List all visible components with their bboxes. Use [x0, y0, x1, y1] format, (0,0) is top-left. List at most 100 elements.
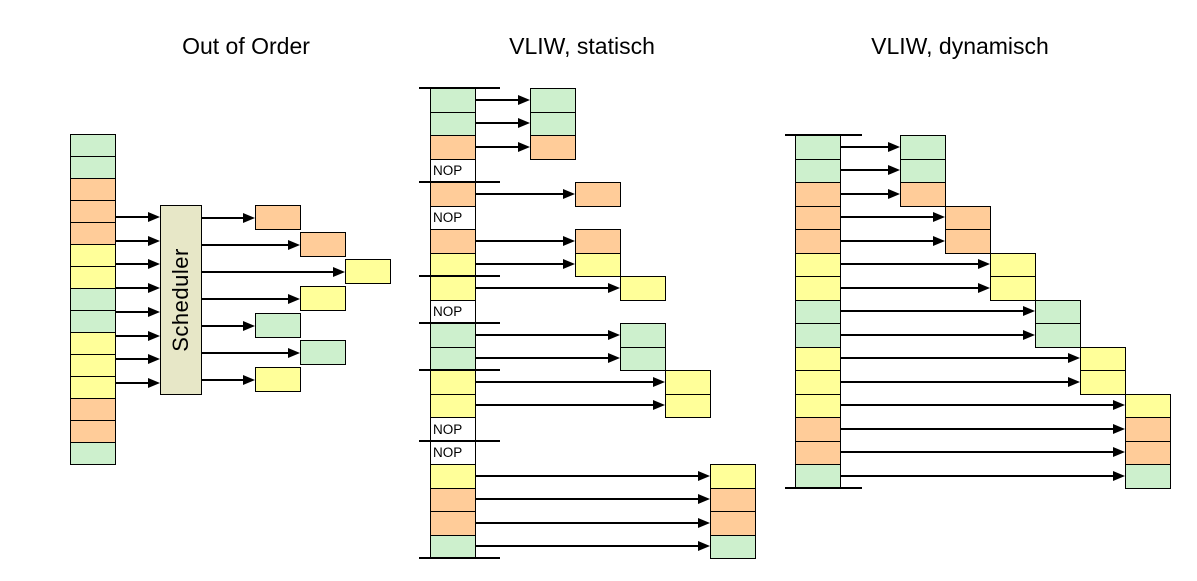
vliw-dynamic-issue-arrow-13	[841, 447, 1125, 458]
vliw-dynamic-issue-slot-box-12	[1125, 417, 1171, 442]
ooo-instruction-box-0	[70, 134, 116, 157]
vliw-static-instruction-box-19	[430, 534, 476, 559]
vliw-static-issue-arrow-4	[476, 235, 575, 246]
ooo-instruction-box-10	[70, 354, 116, 377]
vliw-dynamic-issue-arrow-4	[841, 235, 945, 246]
vliw-static-issue-arrow-7	[476, 329, 620, 340]
vliw-static-nop-box-9: NOP	[430, 299, 476, 324]
vliw-dynamic-instruction-box-3	[795, 205, 841, 230]
ooo-issue-arrow-1	[202, 239, 300, 250]
ooo-dispatch-arrow-0	[116, 211, 160, 222]
vliw-static-issue-arrow-1	[476, 118, 530, 129]
vliw-static-nop-box-5: NOP	[430, 205, 476, 230]
vliw-static-issue-arrow-8	[476, 353, 620, 364]
vliw-static-instruction-box-17	[430, 487, 476, 512]
vliw-static-issue-slot-box-7	[620, 323, 666, 348]
ooo-instruction-box-9	[70, 332, 116, 355]
vliw-dynamic-issue-arrow-11	[841, 400, 1125, 411]
arrowhead-icon	[1113, 447, 1125, 458]
arrowhead-icon	[608, 329, 620, 340]
arrowhead-icon	[563, 235, 575, 246]
ooo-issue-slot-box-2	[345, 259, 391, 284]
vliw-dynamic-issue-arrow-7	[841, 306, 1035, 317]
vliw-static-issue-arrow-9	[476, 376, 665, 387]
arrowhead-icon	[978, 259, 990, 270]
vliw-dynamic-instruction-box-6	[795, 276, 841, 301]
vliw-static-instruction-box-18	[430, 511, 476, 536]
vliw-dynamic-issue-slot-box-4	[945, 229, 991, 254]
arrowhead-icon	[1068, 353, 1080, 364]
vliw-static-issue-slot-box-4	[575, 229, 621, 254]
ooo-issue-arrow-3	[202, 293, 300, 304]
vliw-static-issue-slot-box-12	[710, 487, 756, 512]
vliw-static-nop-box-3: NOP	[430, 158, 476, 183]
arrowhead-icon	[698, 517, 710, 528]
vliw-dynamic-instruction-box-0	[795, 135, 841, 160]
vliw-dynamic-instruction-box-11	[795, 393, 841, 418]
ooo-dispatch-arrow-5	[116, 330, 160, 341]
vliw-static-issue-arrow-5	[476, 259, 575, 270]
vliw-dynamic-instruction-box-8	[795, 323, 841, 348]
vliw-dynamic-issue-arrow-14	[841, 470, 1125, 481]
ooo-dispatch-arrow-2	[116, 259, 160, 270]
arrowhead-icon	[148, 259, 160, 270]
vliw-dynamic-issue-slot-box-14	[1125, 464, 1171, 489]
arrowhead-icon	[888, 141, 900, 152]
vliw-dynamic-instruction-box-14	[795, 464, 841, 489]
vliw-static-issue-arrow-0	[476, 94, 530, 105]
arrowhead-icon	[1113, 423, 1125, 434]
ooo-dispatch-arrow-3	[116, 283, 160, 294]
vliw-dynamic-bundle-separator-1	[785, 486, 862, 489]
vliw-static-instruction-box-6	[430, 229, 476, 254]
vliw-dynamic-issue-arrow-0	[841, 141, 900, 152]
vliw-static-nop-box-15: NOP	[430, 440, 476, 465]
vliw-dynamic-issue-slot-box-2	[900, 182, 946, 207]
arrowhead-icon	[243, 320, 255, 331]
vliw-static-bundle-separator-2	[419, 275, 500, 277]
arrowhead-icon	[518, 141, 530, 152]
vliw-static-instruction-box-1	[430, 111, 476, 136]
vliw-static-instruction-box-13	[430, 393, 476, 418]
arrowhead-icon	[653, 376, 665, 387]
vliw-dynamic-issue-slot-box-10	[1080, 370, 1126, 395]
vliw-static-instruction-box-0	[430, 88, 476, 113]
vliw-static-bundle-separator-0	[419, 87, 500, 89]
vliw-dynamic-instruction-box-9	[795, 346, 841, 371]
vliw-static-instruction-box-8	[430, 276, 476, 301]
arrowhead-icon	[653, 400, 665, 411]
vliw-static-instruction-box-16	[430, 464, 476, 489]
ooo-issue-slot-box-1	[300, 232, 346, 257]
vliw-static-issue-slot-box-1	[530, 111, 576, 136]
vliw-static-bundle-separator-5	[419, 439, 500, 442]
arrowhead-icon	[148, 378, 160, 389]
arrowhead-icon	[243, 374, 255, 385]
vliw-dynamic-issue-slot-box-13	[1125, 440, 1171, 465]
arrowhead-icon	[698, 541, 710, 552]
arrowhead-icon	[1113, 400, 1125, 411]
vliw-dynamic-issue-slot-box-9	[1080, 346, 1126, 371]
vliw-dynamic-issue-slot-box-5	[990, 252, 1036, 277]
vliw-dynamic-instruction-box-5	[795, 252, 841, 277]
vliw-dynamic-instruction-box-7	[795, 299, 841, 324]
arrowhead-icon	[1023, 306, 1035, 317]
ooo-instruction-box-5	[70, 244, 116, 267]
vliw-dynamic-instruction-box-4	[795, 229, 841, 254]
ooo-instruction-box-2	[70, 178, 116, 201]
vliw-static-bundle-separator-6	[419, 557, 500, 559]
vliw-dynamic-issue-arrow-9	[841, 353, 1080, 364]
vliw-static-issue-arrow-2	[476, 141, 530, 152]
arrowhead-icon	[148, 211, 160, 222]
vliw-static-issue-arrow-3	[476, 188, 575, 199]
ooo-issue-slot-box-0	[255, 205, 301, 230]
vliw-dynamic-issue-arrow-6	[841, 282, 990, 293]
ooo-instruction-box-3	[70, 200, 116, 223]
vliw-static-bundle-separator-4	[419, 369, 500, 371]
vliw-dynamic-issue-arrow-8	[841, 329, 1035, 340]
ooo-issue-slot-box-4	[255, 313, 301, 338]
arrowhead-icon	[563, 188, 575, 199]
arrowhead-icon	[243, 212, 255, 223]
vliw-static-issue-slot-box-8	[620, 346, 666, 371]
vliw-static-issue-arrow-13	[476, 517, 710, 528]
vliw-static-instruction-box-11	[430, 346, 476, 371]
ooo-issue-arrow-4	[202, 320, 255, 331]
